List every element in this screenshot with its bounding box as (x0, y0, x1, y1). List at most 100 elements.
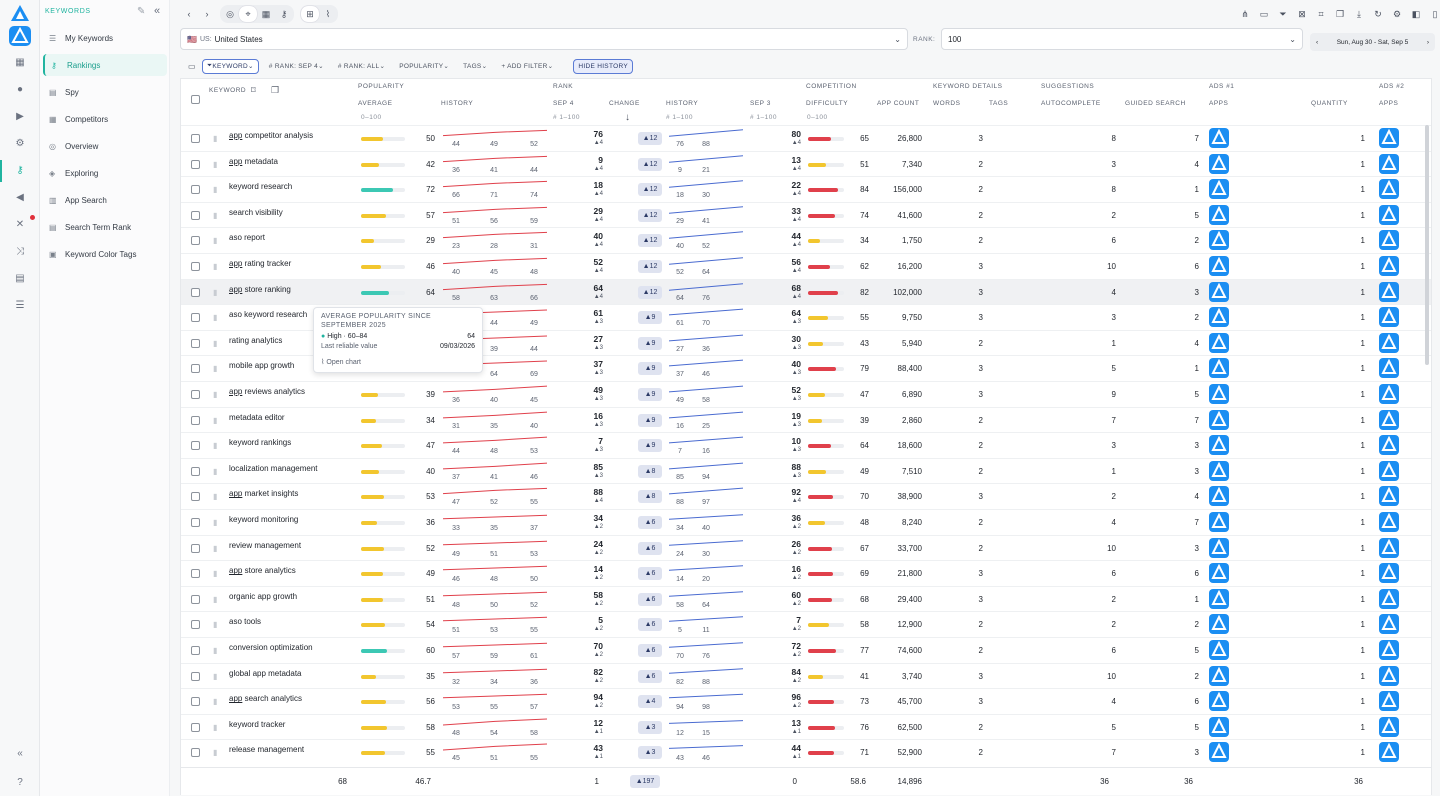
col-difficulty[interactable]: DIFFICULTY (806, 100, 849, 107)
megaphone-icon[interactable]: ◀ (16, 192, 24, 203)
ad2-app-icon[interactable] (1379, 742, 1399, 763)
popularity-chip[interactable]: POPULARITY ⌄ (399, 62, 450, 71)
col-apps2[interactable]: APPS (1379, 100, 1399, 107)
keyword-text[interactable]: global app metadata (229, 669, 302, 678)
key-tab-icon[interactable]: ⚷ (280, 8, 288, 19)
ad-app-icon[interactable] (1209, 128, 1229, 148)
app-logo[interactable] (10, 4, 30, 22)
keyword-text[interactable]: app market insights (229, 489, 298, 498)
ad2-app-icon[interactable] (1379, 691, 1399, 712)
ad2-app-icon[interactable] (1379, 563, 1399, 584)
row-checkbox[interactable] (191, 620, 200, 630)
bookmark-icon[interactable]: ⌑ (251, 85, 257, 95)
row-checkbox[interactable] (191, 466, 200, 476)
ad2-app-icon[interactable] (1379, 358, 1399, 379)
table-row[interactable]: ▮ aso report 29 23 28 31 40 ▲4 ▲12 40 52 44 ▲4 34 1,75… (181, 227, 1431, 253)
sidebar-item-exploring[interactable]: ◈ Exploring (43, 162, 167, 184)
ad-app-icon[interactable] (1209, 153, 1229, 174)
col-history2[interactable]: HISTORY (666, 100, 699, 107)
ad2-app-icon[interactable] (1379, 537, 1399, 558)
keyword-text[interactable]: app reviews analytics (229, 387, 305, 396)
share-icon[interactable]: ⋔ (1241, 8, 1249, 19)
sidebar-item-rankings[interactable]: ⚷ Rankings (43, 54, 167, 76)
table-row[interactable]: ▮ app store analytics 49 46 48 50 14 ▲2 ▲6 14 20 16… (181, 560, 1431, 586)
help-icon[interactable]: ? (17, 777, 23, 788)
next-date-icon[interactable]: › (1426, 38, 1429, 46)
ad-app-icon[interactable] (1209, 358, 1229, 379)
settings-icon[interactable]: ⚙ (1392, 8, 1402, 19)
dashboard-icon[interactable]: ▦ (15, 57, 25, 68)
keyword-text[interactable]: app search analytics (229, 694, 302, 703)
row-checkbox[interactable] (191, 646, 200, 655)
col-guided[interactable]: GUIDED SEARCH (1125, 100, 1186, 107)
ad-app-icon[interactable] (1209, 691, 1229, 712)
database-icon[interactable]: ☰ (15, 300, 25, 311)
row-checkbox[interactable] (191, 697, 200, 707)
ad2-app-icon[interactable] (1379, 716, 1399, 737)
table-row[interactable]: ▮ aso tools 54 51 53 55 5 ▲2 ▲6 5 11 7 ▲2 58 12,900 2 2 2… (181, 611, 1431, 637)
table-row[interactable]: ▮ metadata editor 34 31 35 40 16 ▲3 ▲9 16 25 19 ▲3 39… (181, 406, 1431, 433)
keyword-text[interactable]: rating analytics (229, 336, 282, 345)
rank-select[interactable]: 100 ⌄ (941, 28, 1303, 50)
rank-all-chip[interactable]: # RANK: ALL ⌄ (337, 62, 386, 71)
row-checkbox[interactable] (191, 159, 200, 169)
table-row[interactable]: ▮ app reviews analytics 39 36 40 45 49 ▲3 ▲9 49 58… (181, 381, 1431, 407)
table-view-icon[interactable]: ⊞ (301, 6, 319, 22)
add-filter-button[interactable]: + ADD FILTER ⌄ (501, 62, 554, 71)
tools-icon[interactable]: ✕ (15, 219, 25, 230)
ad2-app-icon[interactable] (1379, 409, 1399, 430)
keyword-text[interactable]: aso report (229, 233, 265, 242)
ad2-app-icon[interactable] (1379, 640, 1399, 660)
keyword-text[interactable]: localization management (229, 464, 318, 473)
ad2-app-icon[interactable] (1379, 128, 1399, 148)
sidebar-item-keyword-color-tags[interactable]: ▣ Keyword Color Tags (43, 243, 167, 265)
collapse-rail-icon[interactable]: « (17, 748, 23, 759)
table-row[interactable]: ▮ localization management 40 37 41 46 85 ▲3 ▲8 85… (181, 457, 1431, 484)
ad2-app-icon[interactable] (1379, 281, 1399, 302)
hide-history-button[interactable]: HIDE HISTORY (573, 58, 633, 74)
table-row[interactable]: ▮ keyword rankings 47 44 48 53 7 ▲3 ▲9 7 16 10 ▲3 64 1… (181, 432, 1431, 458)
key-icon[interactable]: ⚷ (16, 165, 24, 176)
table-row[interactable]: ▮ app search analytics 56 53 55 57 94 ▲2 ▲4 94 98 9… (181, 688, 1431, 714)
sidebar-item-app-search[interactable]: ▥ App Search (43, 189, 167, 211)
table-row[interactable]: ▮ keyword research 72 66 71 74 18 ▲4 ▲12 18 30 22 ▲4… (181, 176, 1431, 202)
ad-app-icon[interactable] (1209, 332, 1229, 353)
sidebar-item-competitors[interactable]: ▦ Competitors (43, 108, 167, 130)
tablet-icon[interactable]: ▯ (1432, 8, 1438, 19)
ad-app-icon[interactable] (1209, 614, 1229, 635)
keyword-text[interactable]: keyword monitoring (229, 515, 298, 524)
ad-app-icon[interactable] (1209, 512, 1229, 532)
table-row[interactable]: ▮ app market insights 53 47 52 55 88 ▲4 ▲8 88 97 92… (181, 483, 1431, 509)
row-checkbox[interactable] (191, 185, 200, 195)
keyword-text[interactable]: organic app growth (229, 592, 297, 601)
car-icon[interactable]: ▭ (1259, 8, 1269, 19)
ad2-app-icon[interactable] (1379, 204, 1399, 225)
calendar-icon[interactable]: ▦ (261, 8, 271, 19)
keyword-text[interactable]: keyword tracker (229, 720, 285, 729)
table-row[interactable]: ▮mobile app growth64646937▲3▲9374640▲379… (181, 355, 1431, 381)
table-row[interactable]: ▮ review management 52 49 51 53 24 ▲2 ▲6 24 30 26 ▲2… (181, 534, 1431, 561)
date-range-picker[interactable]: ‹ Sun, Aug 30 - Sat, Sep 5 › (1310, 33, 1435, 51)
current-app-icon[interactable] (9, 26, 31, 46)
row-checkbox[interactable] (191, 518, 200, 527)
ad-app-icon[interactable] (1209, 460, 1229, 481)
table-row[interactable]: ▮ app metadata 42 36 41 44 9 ▲4 ▲12 9 21 13 ▲4 51 7,34… (181, 150, 1431, 177)
gear-icon[interactable]: ⚙ (15, 138, 25, 149)
row-checkbox[interactable] (191, 210, 200, 220)
apple-icon[interactable]: ● (16, 84, 24, 95)
sort-arrow-icon[interactable]: ↓ (625, 112, 631, 123)
chart-view-icon[interactable]: ⌇ (325, 8, 331, 19)
keyword-text[interactable]: conversion optimization (229, 643, 313, 652)
row-checkbox[interactable] (191, 364, 200, 374)
row-checkbox[interactable] (191, 594, 200, 604)
edit-icon[interactable]: ✎ (137, 6, 146, 17)
ad-app-icon[interactable] (1209, 563, 1229, 584)
table-row[interactable]: ▮ conversion optimization 60 57 59 61 70 ▲2 ▲6 70… (181, 637, 1431, 663)
row-checkbox[interactable] (191, 415, 200, 425)
keyword-text[interactable]: app rating tracker (229, 259, 291, 268)
scrollbar[interactable] (1425, 125, 1429, 365)
collapse-sidebar-icon[interactable]: « (154, 5, 161, 17)
ad-app-icon[interactable] (1209, 716, 1229, 737)
table-row[interactable]: ▮ keyword monitoring 36 33 35 37 34 ▲2 ▲6 34 40 36 ▲… (181, 509, 1431, 535)
shuffle-icon[interactable]: ⤨ (16, 246, 24, 257)
